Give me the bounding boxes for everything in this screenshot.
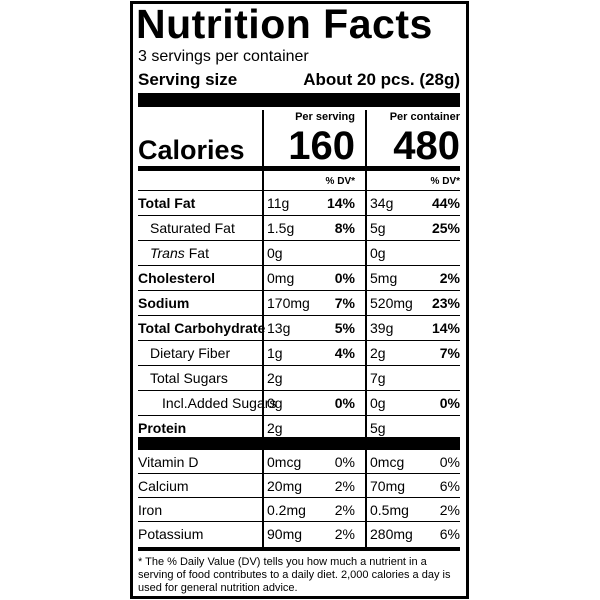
amount: 0g — [370, 245, 386, 261]
amount: 170mg — [267, 295, 310, 311]
amount: 5g — [370, 220, 386, 236]
title: Nutrition Facts — [136, 1, 433, 47]
nutrient-name: Protein — [138, 420, 187, 436]
daily-value: 0% — [439, 395, 460, 411]
nutrient-name: Iron — [138, 502, 163, 518]
row-rule — [138, 497, 460, 498]
daily-value: 8% — [334, 220, 355, 236]
daily-value: 14% — [431, 320, 460, 336]
amount: 520mg — [370, 295, 413, 311]
nutrient-name: Dietary Fiber — [150, 345, 231, 361]
column-header: Per serving — [295, 111, 355, 123]
nutrient-name: Potassium — [138, 526, 204, 542]
amount: 0mg — [267, 270, 295, 286]
calories-value: 480 — [393, 124, 460, 168]
amount: 34g — [370, 195, 394, 211]
daily-value: 0% — [334, 270, 355, 286]
nutrient-name: Trans — [150, 245, 185, 261]
row-rule — [138, 240, 460, 241]
amount: 280mg — [370, 526, 413, 542]
amount: 0g — [370, 395, 386, 411]
row-rule — [138, 365, 460, 366]
row-rule — [138, 415, 460, 416]
label-border — [130, 1, 469, 599]
column-divider — [365, 110, 367, 548]
amount: 0mcg — [370, 454, 405, 470]
row-rule — [138, 265, 460, 266]
row-rule — [138, 190, 460, 191]
serving-size-label: Serving size — [138, 70, 238, 89]
amount: 90mg — [267, 526, 303, 542]
serving-size: About 20 pcs. (28g) — [303, 70, 460, 89]
calories-label: Calories — [138, 135, 245, 165]
amount: 0.5mg — [370, 502, 409, 518]
row-rule — [138, 473, 460, 474]
row-rule — [138, 340, 460, 341]
medium-bar — [138, 166, 460, 171]
amount: 70mg — [370, 478, 406, 494]
amount: 7g — [370, 370, 386, 386]
amount: 5mg — [370, 270, 398, 286]
thick-bar — [138, 437, 460, 450]
amount: 2g — [370, 345, 386, 361]
row-rule — [138, 215, 460, 216]
calories-value: 160 — [288, 124, 355, 168]
amount: 2g — [267, 420, 283, 436]
daily-value: 23% — [431, 295, 460, 311]
daily-value: 25% — [431, 220, 460, 236]
amount: 5g — [370, 420, 386, 436]
nutrient-name: Vitamin D — [138, 454, 199, 470]
medium-bar — [138, 547, 460, 551]
row-rule — [138, 390, 460, 391]
nutrient-name: Total Sugars — [150, 370, 228, 386]
amount: 11g — [267, 195, 290, 211]
dv-header: % DV* — [430, 176, 460, 187]
amount: 0g — [267, 395, 283, 411]
daily-value: 7% — [334, 295, 355, 311]
column-divider — [262, 110, 264, 548]
daily-value: 6% — [439, 478, 460, 494]
amount: 1.5g — [267, 220, 295, 236]
daily-value: 0% — [439, 454, 460, 470]
nutrient-name: Fat — [188, 245, 209, 261]
daily-value: 0% — [334, 454, 355, 470]
column-header: Per container — [389, 111, 460, 123]
dv-header: % DV* — [325, 176, 355, 187]
daily-value: 7% — [439, 345, 460, 361]
daily-value: 2% — [334, 478, 355, 494]
amount: 39g — [370, 320, 394, 336]
daily-value: 0% — [334, 395, 355, 411]
daily-value: 4% — [334, 345, 355, 361]
daily-value: 14% — [326, 195, 355, 211]
nutrient-name: Calcium — [138, 478, 189, 494]
nutrient-name: Saturated Fat — [150, 220, 235, 236]
daily-value: 2% — [334, 526, 355, 542]
row-rule — [138, 521, 460, 522]
nutrient-name: Total Fat — [138, 195, 196, 211]
daily-value: 2% — [334, 502, 355, 518]
thick-bar — [138, 93, 460, 107]
amount: 13g — [267, 320, 291, 336]
daily-value: 44% — [431, 195, 460, 211]
amount: 0.2mg — [267, 502, 306, 518]
daily-value: 2% — [439, 502, 460, 518]
footnote: * The % Daily Value (DV) tells you how m… — [138, 556, 451, 594]
row-rule — [138, 290, 460, 291]
nutrient-name: Sodium — [138, 295, 190, 311]
row-rule — [138, 315, 460, 316]
nutrient-name: Total Carbohydrate — [138, 320, 266, 336]
amount: 0mcg — [267, 454, 302, 470]
daily-value: 5% — [334, 320, 355, 336]
daily-value: 2% — [439, 270, 460, 286]
amount: 2g — [267, 370, 283, 386]
amount: 20mg — [267, 478, 303, 494]
nutrient-name: Cholesterol — [138, 270, 216, 286]
amount: 1g — [267, 345, 283, 361]
daily-value: 6% — [439, 526, 460, 542]
servings: 3 servings per container — [138, 48, 309, 65]
amount: 0g — [267, 245, 283, 261]
nutrient-name: Incl.Added Sugars — [162, 395, 277, 411]
